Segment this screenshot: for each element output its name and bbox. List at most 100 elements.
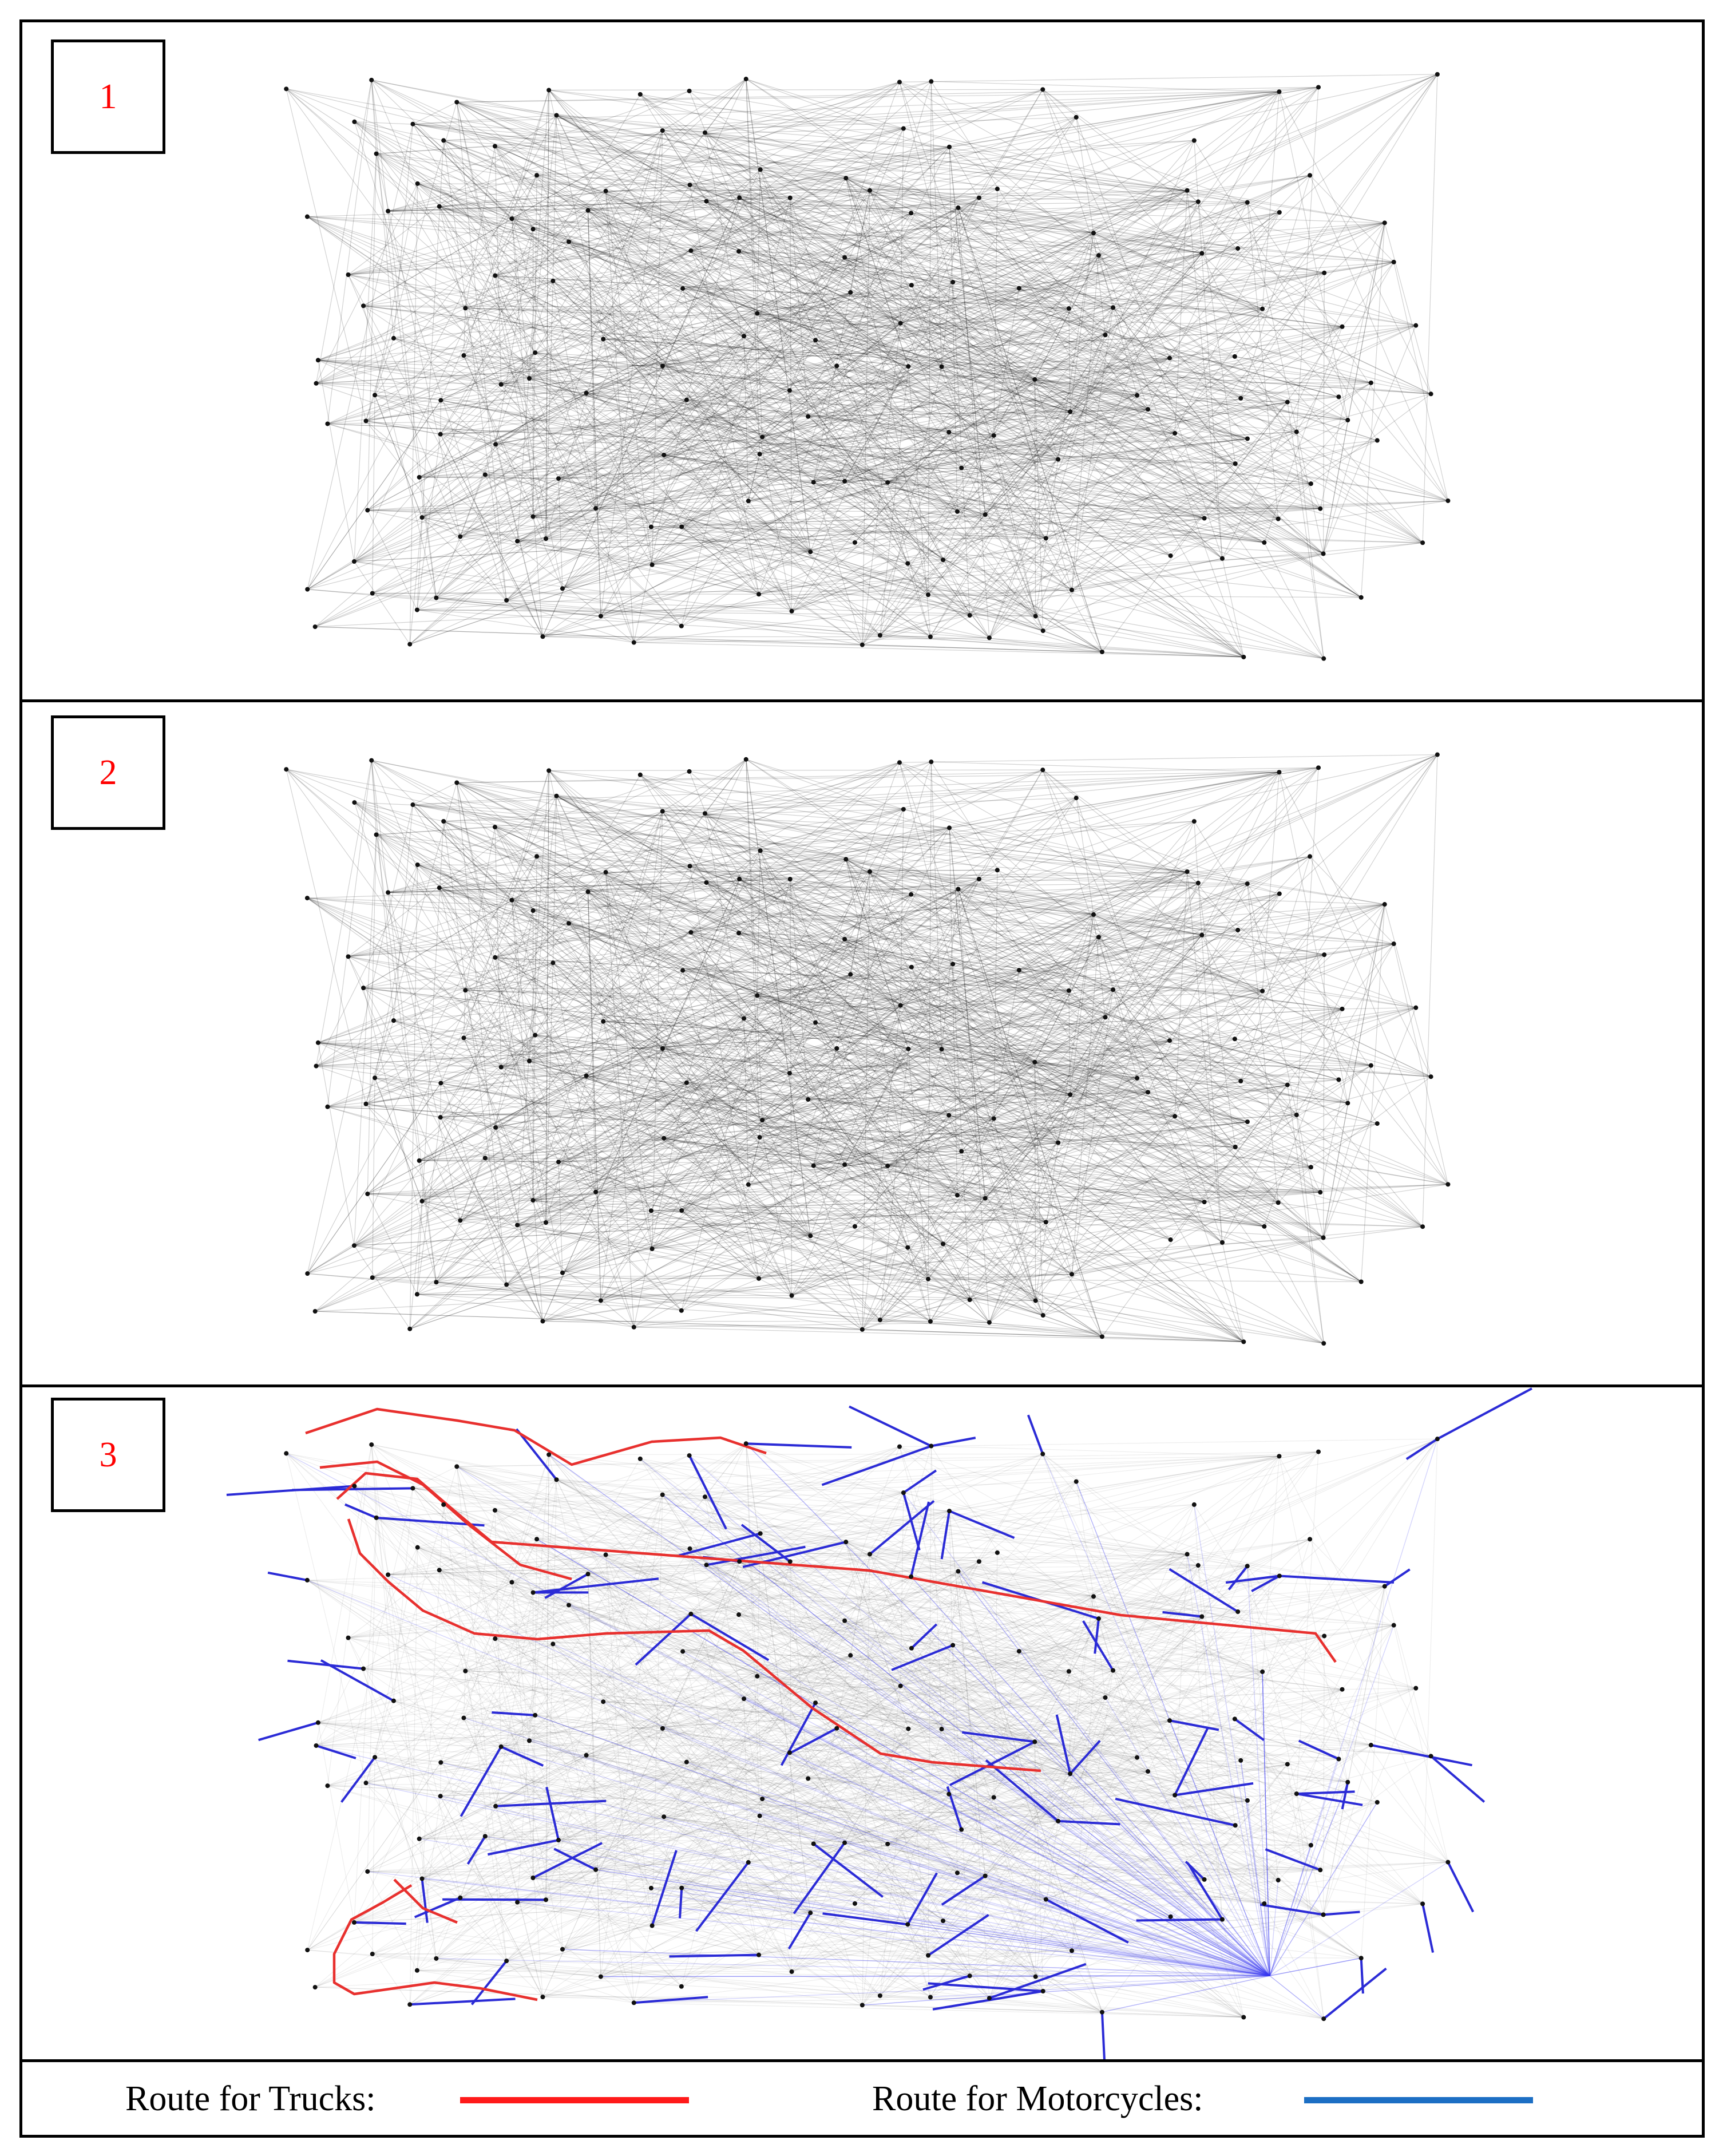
graph-edge — [953, 282, 1235, 357]
graph-edge — [443, 1504, 1324, 1915]
graph-edge — [463, 191, 607, 356]
graph-edge — [495, 1127, 682, 1311]
graph-node — [909, 283, 914, 288]
graph-edge — [813, 1062, 1035, 1166]
graph-edge — [663, 284, 912, 456]
graph-node — [660, 128, 665, 133]
graph-edge — [1045, 517, 1205, 539]
graph-edge — [465, 307, 792, 612]
graph-edge — [558, 1048, 663, 1162]
graph-node — [391, 1698, 396, 1703]
graph-edge — [372, 1953, 1244, 2018]
graph-edge — [318, 201, 707, 361]
graph-edge — [354, 1816, 664, 1923]
hub-spoke — [850, 1655, 1270, 1976]
graph-edge — [562, 1728, 909, 1950]
graph-edge — [542, 366, 909, 637]
graph-node — [1276, 1878, 1281, 1883]
graph-edge — [985, 212, 1280, 515]
graph-edge — [789, 82, 900, 391]
graph-edge — [600, 257, 845, 616]
graph-edge — [517, 438, 1248, 542]
graph-node — [585, 889, 591, 895]
graph-edge — [1174, 212, 1280, 434]
motorcycle-route-segment — [340, 1757, 376, 1803]
graph-edge — [409, 1018, 744, 1330]
graph-node — [843, 857, 849, 862]
graph-edge — [844, 827, 950, 940]
graph-edge — [1247, 202, 1279, 519]
graph-edge — [495, 1638, 1235, 1720]
graph-edge — [316, 1066, 1043, 1316]
graph-edge — [534, 1035, 985, 1199]
graph-edge — [511, 90, 549, 219]
graph-edge — [605, 872, 1148, 1093]
graph-edge — [558, 478, 929, 595]
graph-node — [1391, 941, 1396, 947]
graph-edge — [562, 282, 953, 589]
graph-edge — [689, 1455, 1035, 1742]
graph-edge — [549, 770, 1385, 905]
graph-node — [461, 1715, 466, 1720]
graph-node — [1185, 1552, 1190, 1557]
graph-edge — [911, 1576, 1202, 1617]
graph-edge — [549, 89, 904, 129]
graph-edge — [409, 1576, 912, 2005]
graph-edge — [363, 987, 909, 1050]
graph-edge — [1093, 1596, 1263, 1672]
graph-edge — [813, 1843, 1103, 2013]
graph-edge — [662, 811, 1362, 1283]
graph-edge — [556, 1479, 1202, 1617]
motorcycle-route-segment — [1405, 1438, 1438, 1461]
graph-edge — [911, 284, 1019, 289]
graph-edge — [748, 1121, 1248, 1185]
graph-edge — [748, 438, 1248, 501]
graph-edge — [757, 1570, 958, 1677]
graph-edge — [706, 117, 1076, 202]
graph-edge — [443, 1504, 1278, 1881]
graph-edge — [844, 257, 958, 512]
graph-node — [1232, 1716, 1237, 1722]
graph-edge — [485, 212, 1280, 475]
graph-edge — [371, 1444, 761, 1817]
graph-edge — [529, 1496, 706, 1741]
graph-edge — [374, 1078, 423, 1201]
graph-edge — [869, 190, 1324, 554]
graph-edge — [1204, 1166, 1312, 1202]
graph-edge — [1238, 1611, 1394, 1626]
graph-edge — [837, 1728, 1138, 1758]
graph-edge — [844, 821, 1195, 940]
graph-edge — [911, 1565, 1247, 1577]
graph-edge — [704, 813, 1114, 990]
motorcycle-route-segment — [315, 1744, 357, 1759]
graph-edge — [1296, 943, 1395, 1115]
graph-edge — [1234, 754, 1438, 1039]
graph-edge — [387, 1445, 932, 1575]
graph-edge — [315, 760, 372, 1066]
graph-edge — [354, 1614, 739, 1923]
graph-node — [601, 1019, 606, 1024]
graph-edge — [501, 197, 791, 385]
graph-edge — [441, 990, 1069, 1084]
graph-edge — [807, 253, 1202, 417]
graph-edge — [930, 1321, 1244, 1342]
graph-edge — [501, 292, 851, 385]
graph-node — [755, 993, 760, 998]
graph-edge — [1068, 1671, 1071, 1774]
graph-edge — [887, 1575, 1280, 1845]
hub-spoke — [595, 1869, 1270, 1976]
graph-node — [438, 1081, 443, 1086]
graph-edge — [371, 1444, 1325, 1637]
graph-edge — [409, 1698, 744, 2005]
graph-node — [1435, 752, 1440, 757]
graph-edge — [366, 420, 496, 445]
graph-edge — [409, 183, 418, 644]
graph-edge — [534, 352, 985, 515]
graph-edge — [460, 1728, 909, 1898]
graph-edge — [887, 1720, 1170, 1845]
graph-edge — [689, 1548, 759, 1955]
graph-edge — [422, 1835, 486, 1879]
motorcycle-route-segment — [1187, 1862, 1223, 1920]
graph-edge — [845, 178, 962, 468]
graph-edge — [1045, 1825, 1235, 1900]
